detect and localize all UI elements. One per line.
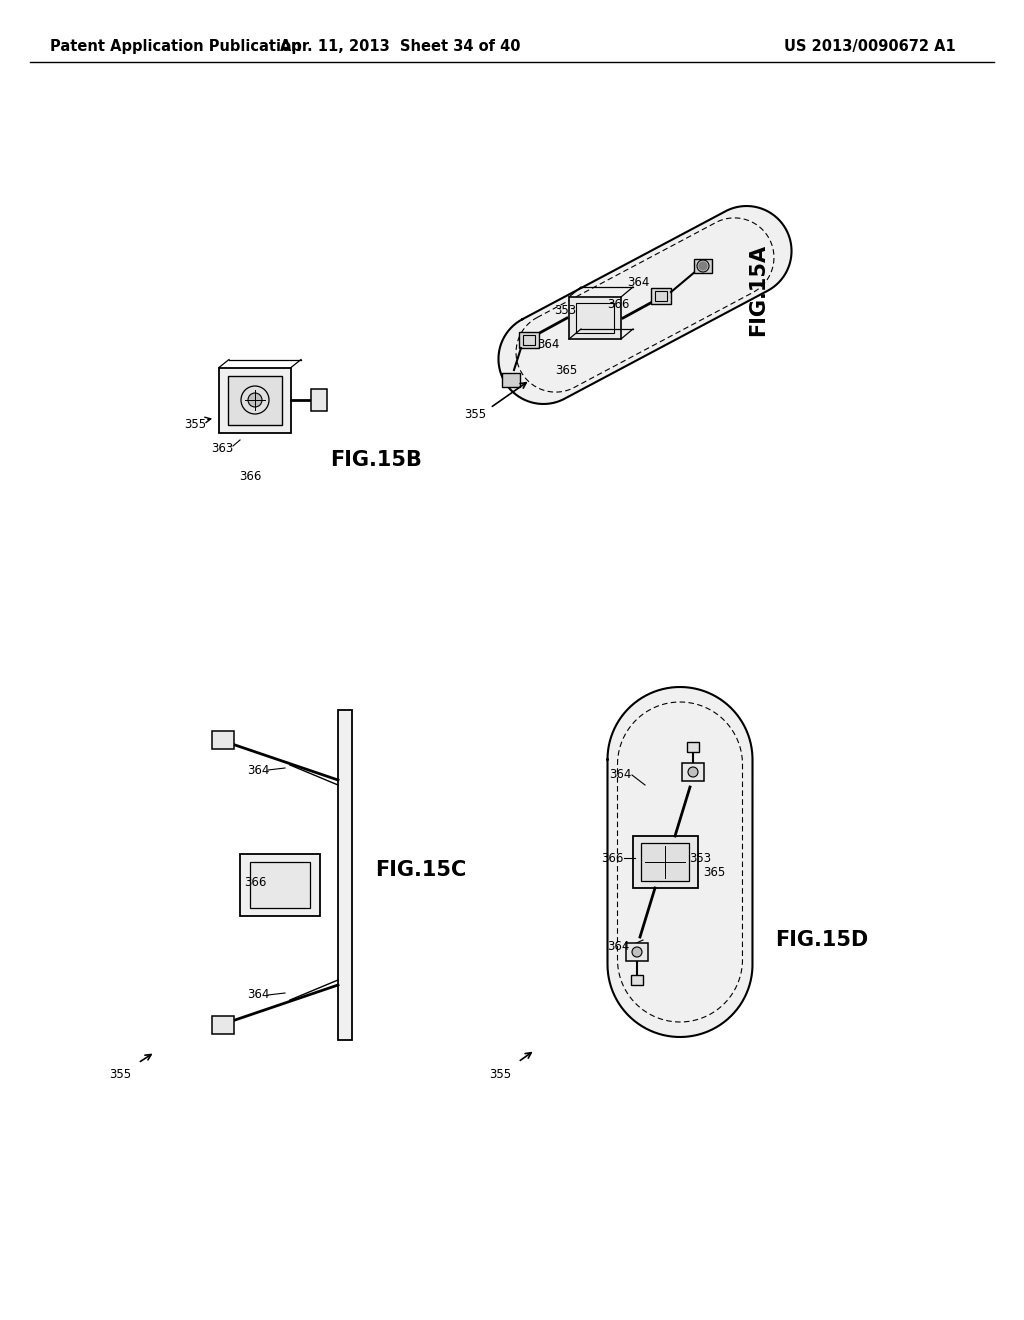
Bar (655, 290, 667, 301)
Text: 364: 364 (537, 338, 559, 351)
Text: 364: 364 (247, 763, 269, 776)
Text: 355: 355 (464, 408, 486, 421)
Text: 355: 355 (184, 418, 206, 432)
Bar (212, 731, 234, 748)
Text: FIG.15B: FIG.15B (330, 450, 422, 470)
Bar (631, 975, 643, 985)
Bar (212, 1016, 234, 1034)
Bar (519, 333, 539, 348)
Bar (687, 742, 699, 752)
Bar (311, 389, 327, 411)
Text: 364: 364 (627, 276, 649, 289)
Text: 363: 363 (211, 441, 233, 454)
Circle shape (241, 385, 269, 414)
Bar (569, 297, 621, 339)
Bar (219, 367, 291, 433)
Circle shape (248, 393, 262, 407)
Circle shape (632, 946, 642, 957)
Text: 365: 365 (702, 866, 725, 879)
Polygon shape (499, 206, 792, 404)
Bar (682, 763, 705, 781)
Circle shape (699, 261, 707, 271)
Text: FIG.15C: FIG.15C (375, 861, 466, 880)
Text: 355: 355 (109, 1068, 131, 1081)
Bar (502, 374, 520, 387)
Text: 353: 353 (689, 851, 711, 865)
Bar (228, 375, 282, 425)
Bar (694, 259, 712, 273)
Bar (575, 304, 614, 333)
Bar (240, 854, 319, 916)
Bar (651, 288, 671, 304)
Text: 353: 353 (554, 304, 577, 317)
Text: FIG.15A: FIG.15A (748, 244, 768, 337)
Bar (338, 710, 352, 1040)
Text: 364: 364 (247, 989, 269, 1002)
Text: 355: 355 (488, 1068, 511, 1081)
Bar (523, 335, 535, 345)
Circle shape (688, 767, 698, 777)
Text: US 2013/0090672 A1: US 2013/0090672 A1 (784, 40, 955, 54)
Text: FIG.15D: FIG.15D (775, 931, 868, 950)
Text: Apr. 11, 2013  Sheet 34 of 40: Apr. 11, 2013 Sheet 34 of 40 (280, 40, 520, 54)
Bar (626, 942, 648, 961)
Text: 364: 364 (609, 768, 631, 781)
Polygon shape (607, 686, 753, 1038)
Text: 364: 364 (607, 940, 629, 953)
Text: 366: 366 (601, 851, 624, 865)
Text: Patent Application Publication: Patent Application Publication (50, 40, 301, 54)
Text: 366: 366 (607, 297, 629, 310)
Bar (633, 836, 697, 888)
Text: 366: 366 (239, 470, 261, 483)
Text: 366: 366 (244, 875, 266, 888)
Text: 365: 365 (555, 363, 578, 376)
Bar (641, 843, 689, 880)
Bar (250, 862, 310, 908)
